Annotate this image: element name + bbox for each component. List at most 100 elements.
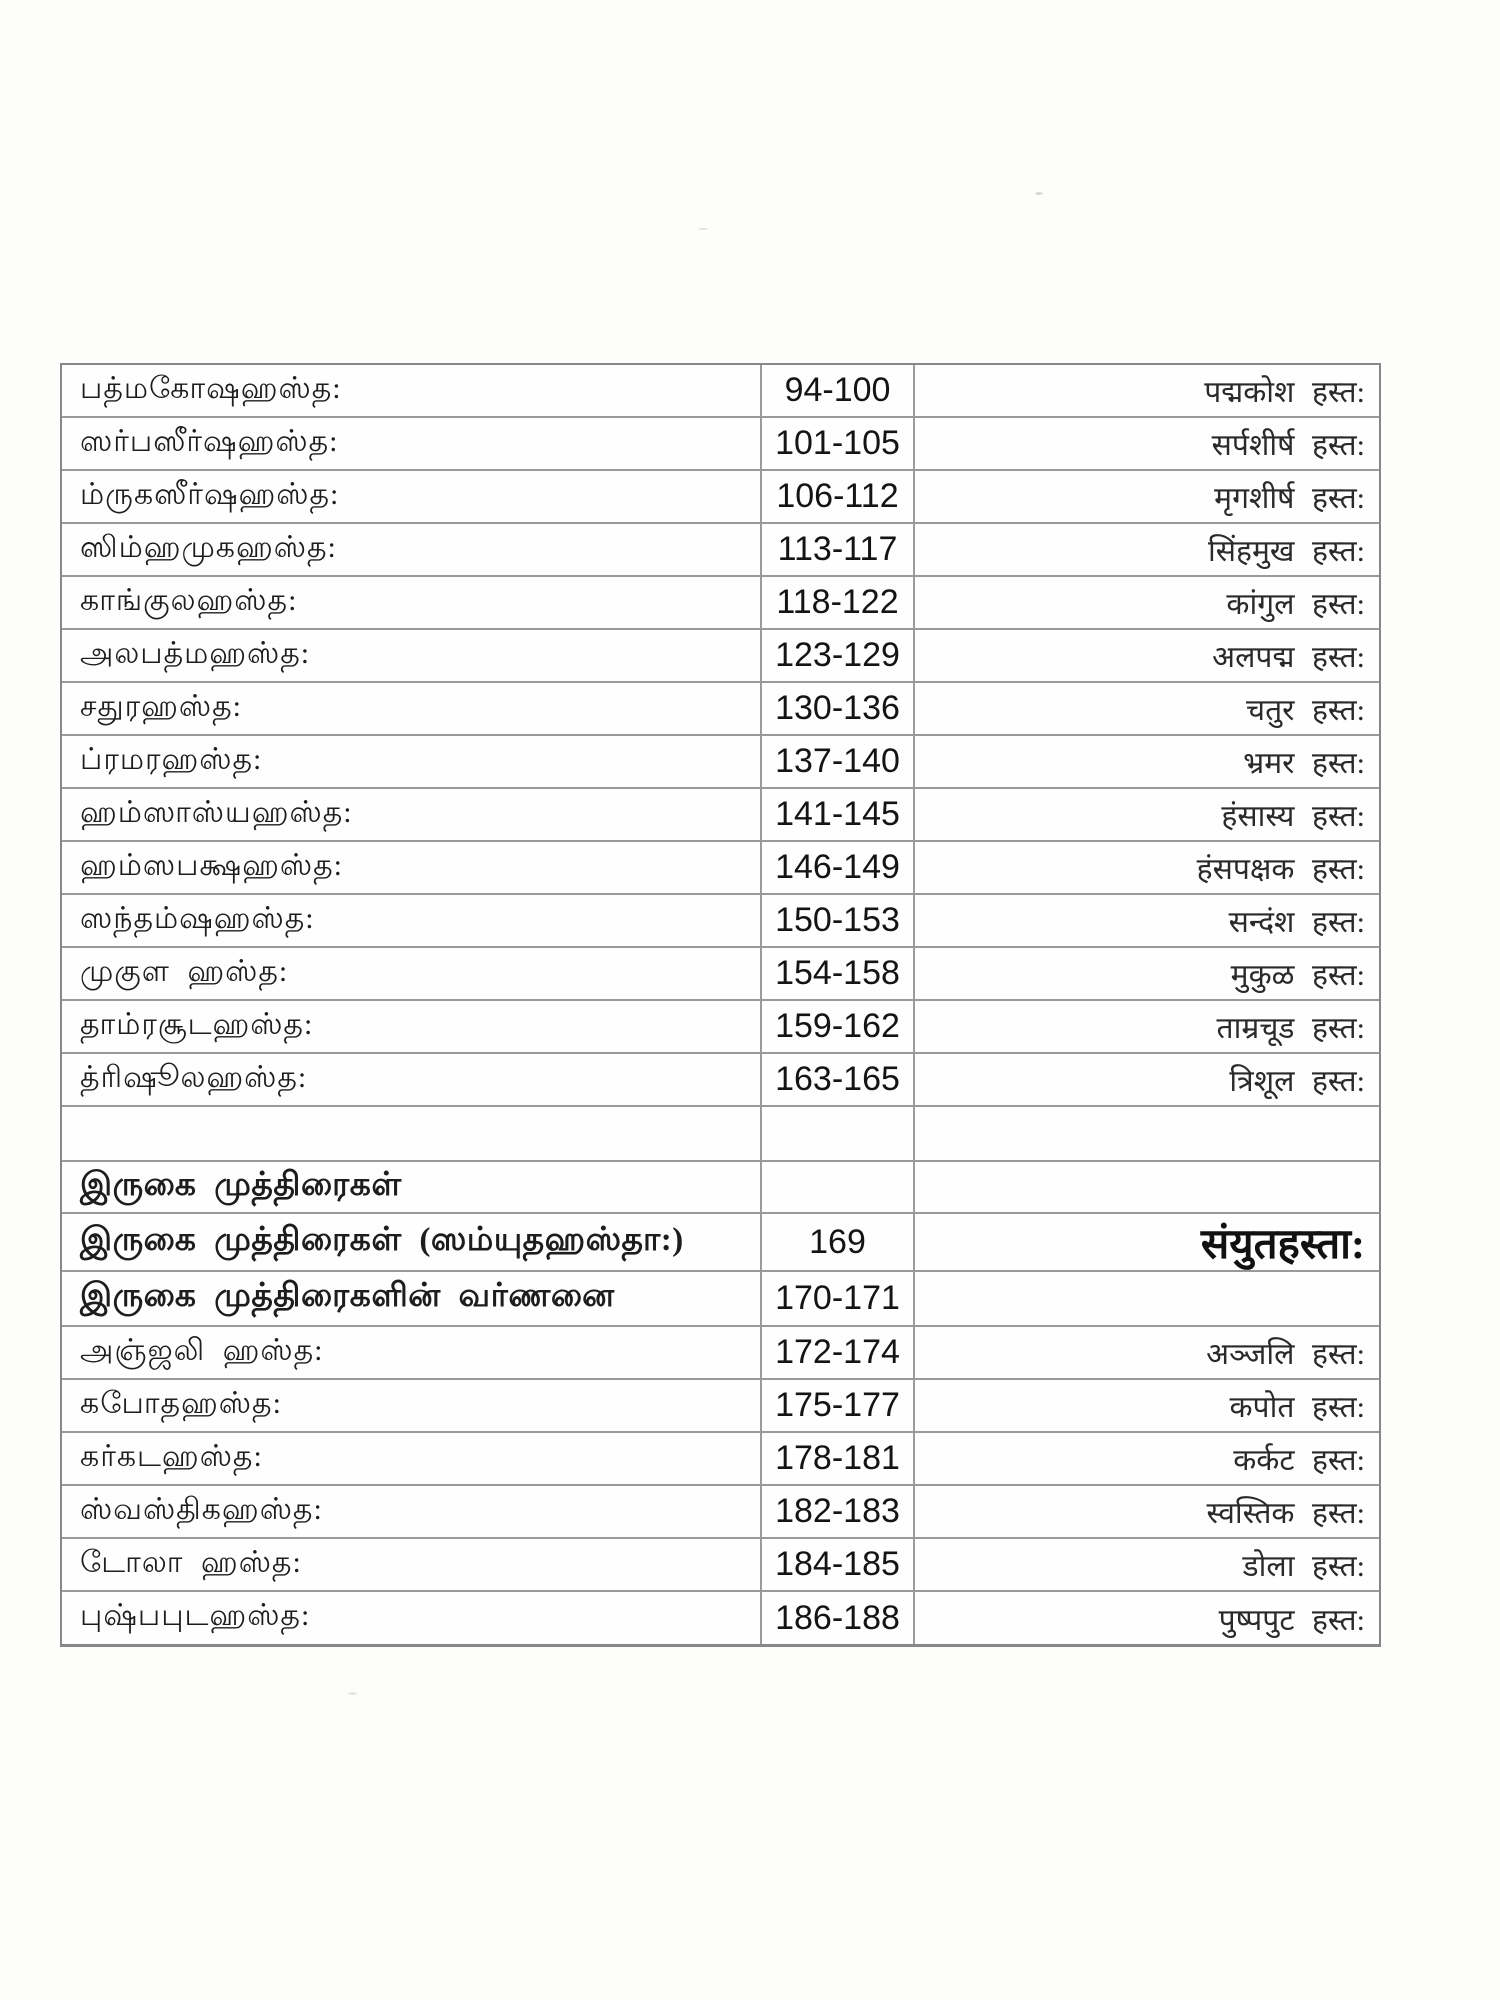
sanskrit-name-cell-text: डोला हस्त: — [1242, 1550, 1365, 1583]
tamil-name-cell: ம்ருகஸீர்ஷஹஸ்த: — [62, 471, 762, 522]
sanskrit-name-cell-text: अलपद्म हस्त: — [1212, 641, 1365, 674]
table-row — [62, 1107, 1379, 1162]
scan-artifact — [348, 1692, 357, 1695]
tamil-name-cell: ஹம்ஸபக்ஷஹஸ்த: — [62, 842, 762, 893]
tamil-name-cell-text: இருகை முத்திரைகள் — [80, 1166, 402, 1203]
page-range-cell: 94-100 — [762, 365, 915, 416]
tamil-name-cell-text: ப்ரமரஹஸ்த: — [80, 742, 263, 776]
page-range-cell-text: 123-129 — [775, 636, 900, 674]
tamil-name-cell-text: த்ரிஷூலஹஸ்த: — [80, 1060, 308, 1094]
sanskrit-name-cell-text: पुष्पपुट हस्त: — [1218, 1603, 1365, 1637]
page-range-cell: 123-129 — [762, 630, 915, 681]
page-range-cell-text: 130-136 — [775, 689, 900, 727]
sanskrit-name-cell-text: कपोत हस्त: — [1229, 1391, 1366, 1424]
sanskrit-name-cell: त्रिशूल हस्त: — [915, 1054, 1379, 1105]
tamil-name-cell: புஷ்பபுடஹஸ்த: — [62, 1592, 762, 1644]
table-row: ஸ்வஸ்திகஹஸ்த: 182-183 स्वस्तिक हस्त: — [62, 1486, 1379, 1539]
sanskrit-name-cell: मृगशीर्ष हस्त: — [915, 471, 1379, 522]
table-row: சதுரஹஸ்த: 130-136 चतुर हस्त: — [62, 683, 1379, 736]
sanskrit-name-cell: ताम्रचूड हस्त: — [915, 1001, 1379, 1052]
page-range-cell-text: 172-174 — [775, 1333, 900, 1371]
table-row: அலபத்மஹஸ்த: 123-129 अलपद्म हस्त: — [62, 630, 1379, 683]
tamil-name-cell-text: ஹம்ஸபக்ஷஹஸ்த: — [80, 848, 344, 882]
table-row: டோலா ஹஸ்த: 184-185 डोला हस्त: — [62, 1539, 1379, 1592]
table-row: த்ரிஷூலஹஸ்த: 163-165 त्रिशूल हस्त: — [62, 1054, 1379, 1107]
page-range-cell-text: 106-112 — [776, 477, 899, 515]
page-range-cell: 172-174 — [762, 1327, 915, 1378]
page-range-cell: 175-177 — [762, 1380, 915, 1431]
sanskrit-name-cell-text: कर्कट हस्त: — [1233, 1444, 1365, 1477]
tamil-name-cell-text: ஸ்வஸ்திகஹஸ்த: — [80, 1492, 323, 1526]
tamil-name-cell-text: ஹம்ஸாஸ்யஹஸ்த: — [80, 795, 353, 829]
tamil-name-cell-text: டோலா ஹஸ்த: — [80, 1545, 302, 1579]
sanskrit-name-cell: पद्मकोश हस्त: — [915, 365, 1379, 416]
sanskrit-name-cell: कर्कट हस्त: — [915, 1433, 1379, 1484]
tamil-name-cell: ஸ்வஸ்திகஹஸ்த: — [62, 1486, 762, 1537]
sanskrit-name-cell: पुष्पपुट हस्त: — [915, 1592, 1379, 1644]
page-range-cell: 182-183 — [762, 1486, 915, 1537]
tamil-name-cell: இருகை முத்திரைகளின் வர்ணனை — [62, 1272, 762, 1325]
table-row: அஞ்ஜலி ஹஸ்த: 172-174 अञ्जलि हस्त: — [62, 1327, 1379, 1380]
page-range-cell-text: 118-122 — [776, 583, 899, 621]
page-range-cell: 101-105 — [762, 418, 915, 469]
tamil-name-cell: ஸிம்ஹமுகஹஸ்த: — [62, 524, 762, 575]
tamil-name-cell-text: இருகை முத்திரைகள் (ஸம்யுதஹஸ்தா:) — [80, 1221, 684, 1258]
tamil-name-cell-text: ஸிம்ஹமுகஹஸ்த: — [80, 530, 337, 564]
page-range-cell: 118-122 — [762, 577, 915, 628]
sanskrit-name-cell-text: स्वस्तिक हस्त: — [1206, 1497, 1365, 1530]
tamil-name-cell: முகுள ஹஸ்த: — [62, 948, 762, 999]
page-range-cell-text: 94-100 — [784, 371, 891, 409]
page-range-cell-text: 154-158 — [775, 954, 900, 992]
table-row: ஸிம்ஹமுகஹஸ்த: 113-117 सिंहमुख हस्त: — [62, 524, 1379, 577]
tamil-name-cell-text: தாம்ரசூடஹஸ்த: — [80, 1007, 314, 1041]
table-row: ஸந்தம்ஷஹஸ்த: 150-153 सन्दंश हस्त: — [62, 895, 1379, 948]
sanskrit-name-cell-text: सिंहमुख हस्त: — [1208, 535, 1365, 568]
page-range-cell-text: 159-162 — [775, 1007, 900, 1045]
page-range-cell: 169 — [762, 1214, 915, 1270]
sanskrit-name-cell — [915, 1162, 1379, 1212]
sanskrit-name-cell — [915, 1107, 1379, 1160]
page-range-cell: 106-112 — [762, 471, 915, 522]
page-range-cell-text: 141-145 — [775, 795, 900, 833]
sanskrit-name-cell: कांगुल हस्त: — [915, 577, 1379, 628]
table-row: பத்மகோஷஹஸ்த: 94-100 पद्मकोश हस्त: — [62, 365, 1379, 418]
page-range-cell: 150-153 — [762, 895, 915, 946]
page-range-cell: 137-140 — [762, 736, 915, 787]
table-row: காங்குலஹஸ்த: 118-122 कांगुल हस्त: — [62, 577, 1379, 630]
sanskrit-name-cell: हंसास्य हस्त: — [915, 789, 1379, 840]
page-range-cell-text: 178-181 — [775, 1439, 900, 1477]
sanskrit-name-cell: चतुर हस्त: — [915, 683, 1379, 734]
tamil-name-cell: ஸந்தம்ஷஹஸ்த: — [62, 895, 762, 946]
tamil-name-cell-text: காங்குலஹஸ்த: — [80, 583, 298, 617]
sanskrit-name-cell-text: अञ्जलि हस्त: — [1206, 1338, 1365, 1371]
page-range-cell-text: 184-185 — [775, 1545, 900, 1583]
sanskrit-name-cell-text: पद्मकोश हस्त: — [1204, 376, 1365, 409]
tamil-name-cell-text: முகுள ஹஸ்த: — [80, 954, 289, 988]
sanskrit-name-cell: संयुतहस्ता: — [915, 1214, 1379, 1270]
tamil-name-cell-text: கபோதஹஸ்த: — [80, 1386, 282, 1420]
page-range-cell: 141-145 — [762, 789, 915, 840]
page-range-cell: 186-188 — [762, 1592, 915, 1644]
sanskrit-name-cell: मुकुळ हस्त: — [915, 948, 1379, 999]
table-row: இருகை முத்திரைகள் (ஸம்யுதஹஸ்தா:) 169 संयुत… — [62, 1214, 1379, 1272]
tamil-name-cell-text: ம்ருகஸீர்ஷஹஸ்த: — [80, 477, 340, 511]
sanskrit-name-cell-text: सन्दंश हस्त: — [1228, 906, 1365, 939]
sanskrit-name-cell-text: हंसास्य हस्त: — [1221, 800, 1365, 833]
tamil-name-cell: இருகை முத்திரைகள் (ஸம்யுதஹஸ்தா:) — [62, 1214, 762, 1270]
tamil-name-cell: ஹம்ஸாஸ்யஹஸ்த: — [62, 789, 762, 840]
table-row: கபோதஹஸ்த: 175-177 कपोत हस्त: — [62, 1380, 1379, 1433]
tamil-name-cell: அஞ்ஜலி ஹஸ்த: — [62, 1327, 762, 1378]
page-range-cell: 130-136 — [762, 683, 915, 734]
page-range-cell: 113-117 — [762, 524, 915, 575]
page-range-cell-text: 101-105 — [775, 424, 900, 462]
scan-artifact — [698, 228, 708, 230]
page-range-cell-text: 113-117 — [777, 530, 898, 568]
page-range-cell-text: 175-177 — [775, 1386, 900, 1424]
tamil-name-cell-text: அலபத்மஹஸ்த: — [80, 636, 311, 670]
page-range-cell-text: 163-165 — [775, 1060, 900, 1098]
page-range-cell: 184-185 — [762, 1539, 915, 1590]
page-range-cell: 146-149 — [762, 842, 915, 893]
sanskrit-name-cell: सन्दंश हस्त: — [915, 895, 1379, 946]
page-range-cell-text: 182-183 — [775, 1492, 900, 1530]
